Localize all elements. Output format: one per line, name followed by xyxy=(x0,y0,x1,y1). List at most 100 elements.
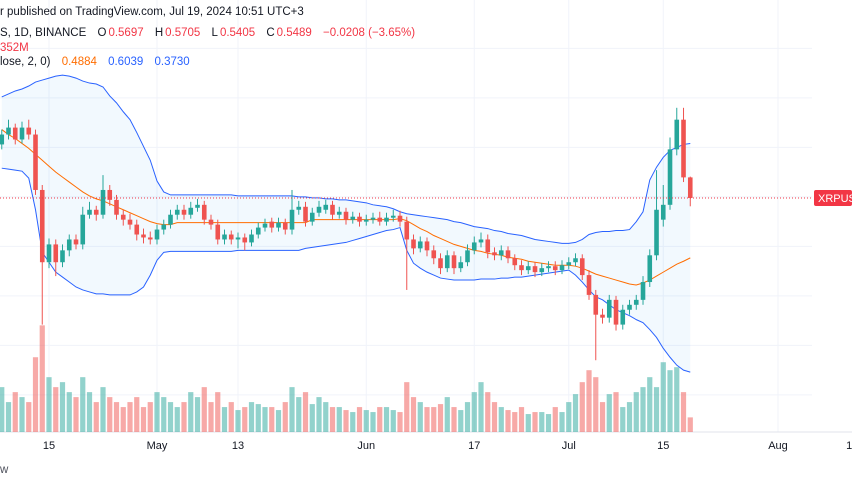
symbol-text: S, 1D, BINANCE xyxy=(0,27,87,39)
volume-bar xyxy=(593,377,599,432)
volume-bar xyxy=(471,392,477,432)
x-tick-label: Aug xyxy=(768,440,788,452)
upper-value: 0.6039 xyxy=(108,56,144,68)
x-tick-label: 13 xyxy=(232,440,244,452)
price-label: XRPUSD xyxy=(818,193,852,205)
candle-body xyxy=(667,149,673,205)
candle-body xyxy=(201,204,207,220)
ohlc-letter: C xyxy=(266,27,275,39)
volume-bar xyxy=(113,402,120,432)
candle-body xyxy=(660,204,666,220)
volume-bar xyxy=(329,407,336,432)
candle-body xyxy=(411,239,416,249)
candle-body xyxy=(525,266,531,271)
candle-body xyxy=(417,241,423,249)
volume-bar xyxy=(46,377,52,432)
volume-bar xyxy=(134,397,140,432)
candle-body xyxy=(600,314,605,318)
volume-bar xyxy=(552,407,558,432)
ohlc-letter: O xyxy=(97,27,107,39)
volume-bar xyxy=(140,407,147,432)
candle-body xyxy=(222,234,227,240)
volume-bar xyxy=(0,387,5,432)
volume-text: 352M xyxy=(0,42,29,54)
volume-bar xyxy=(620,407,626,432)
volume-bar xyxy=(410,397,417,432)
candle-body xyxy=(431,250,437,259)
candle-body xyxy=(19,127,25,140)
volume-bar xyxy=(5,402,12,432)
volume-bar xyxy=(323,402,329,432)
candle-body xyxy=(147,237,153,240)
ohlc-value: 0.5489 xyxy=(276,27,312,39)
volume-bar xyxy=(626,402,633,432)
candle-body xyxy=(235,237,241,240)
volume-bar xyxy=(19,397,25,432)
volume-bar xyxy=(242,407,248,432)
candle-body xyxy=(552,266,558,271)
candle-body xyxy=(127,219,133,225)
volume-bar xyxy=(640,387,646,432)
x-tick-label: 12 xyxy=(846,440,852,452)
footer-text: w xyxy=(0,464,9,476)
candle-body xyxy=(134,224,140,235)
candle-body xyxy=(282,222,288,230)
volume-bar xyxy=(491,402,498,432)
volume-bar xyxy=(417,402,423,432)
candle-body xyxy=(228,234,234,240)
volume-bar xyxy=(80,377,86,432)
candle-body xyxy=(485,239,491,253)
volume-bar xyxy=(559,412,565,432)
candle-body xyxy=(613,299,619,325)
volume-bar xyxy=(572,394,579,432)
ohlc-value: 0.5697 xyxy=(108,27,144,39)
volume-bar xyxy=(498,407,504,432)
price-label-box xyxy=(814,189,852,206)
candle-body xyxy=(586,275,592,295)
ohlc-value: 0.5405 xyxy=(219,27,256,39)
volume-bar xyxy=(512,412,518,432)
volume-bar xyxy=(248,402,255,432)
volume-bar xyxy=(194,397,201,432)
x-tick-label: 15 xyxy=(43,440,55,452)
volume-bar xyxy=(599,402,606,432)
volume-bar xyxy=(100,387,106,432)
volume-bar xyxy=(269,407,275,432)
ohlc-letter: L xyxy=(211,27,218,39)
candle-body xyxy=(80,214,86,245)
candle-body xyxy=(633,299,639,305)
candle-body xyxy=(519,265,524,271)
volume-bar xyxy=(208,402,214,432)
volume-bar xyxy=(545,414,552,432)
candle-body xyxy=(39,189,45,263)
candle-body xyxy=(654,209,659,256)
volume-bar xyxy=(633,392,639,432)
volume-bar xyxy=(383,407,390,432)
volume-bar xyxy=(687,417,693,432)
volume-bar xyxy=(66,392,72,432)
volume-bar xyxy=(154,392,160,432)
candle-body xyxy=(316,206,322,213)
volume-bar xyxy=(505,410,511,432)
basis-value: 0.4884 xyxy=(61,56,97,68)
volume-bar xyxy=(120,407,126,432)
candle-body xyxy=(512,258,518,266)
candle-body xyxy=(492,252,497,256)
volume-bar xyxy=(59,382,66,432)
candle-body xyxy=(424,241,430,251)
header-line: lose, 2, 0) 0.4884 0.6039 0.3730 xyxy=(0,55,192,69)
candle-body xyxy=(262,223,268,228)
volume-bar xyxy=(350,412,356,432)
candle-body xyxy=(66,239,72,251)
candle-body xyxy=(370,217,376,220)
candle-body xyxy=(593,294,599,315)
ohlc-letter: H xyxy=(154,27,164,39)
candle-body xyxy=(255,227,261,235)
x-tick-label: Jul xyxy=(562,440,576,452)
candle-body xyxy=(498,250,504,256)
candle-body xyxy=(674,119,680,150)
volume-bar xyxy=(221,407,228,432)
volume-bar xyxy=(478,382,484,432)
volume-bar xyxy=(613,392,619,432)
volume-bar xyxy=(458,410,464,432)
